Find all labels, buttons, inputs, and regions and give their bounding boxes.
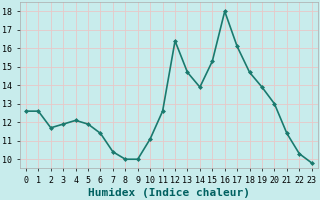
X-axis label: Humidex (Indice chaleur): Humidex (Indice chaleur) <box>88 188 250 198</box>
